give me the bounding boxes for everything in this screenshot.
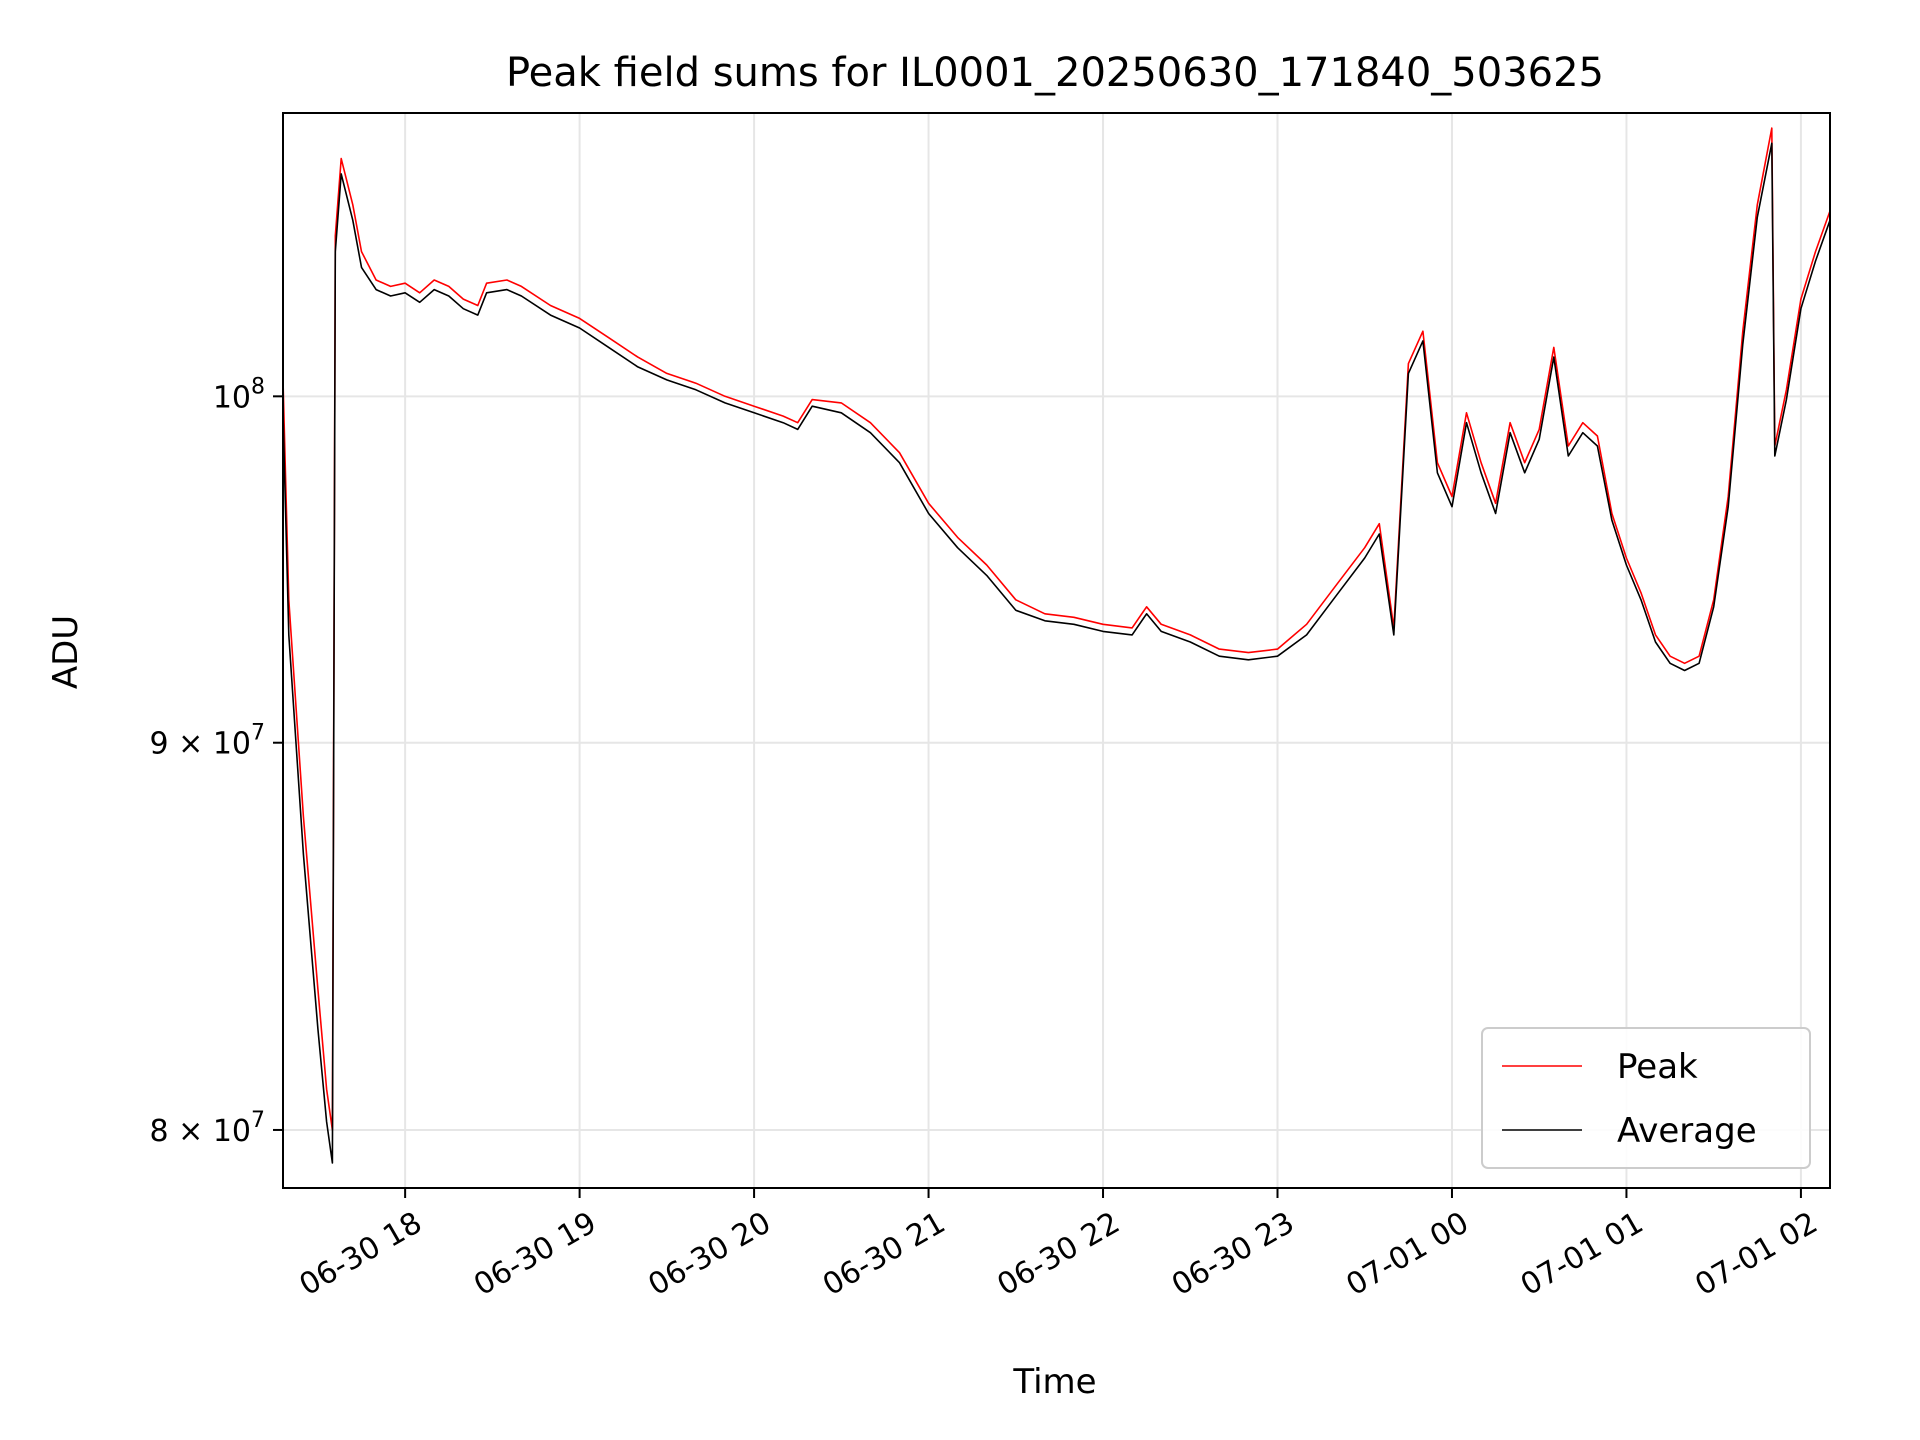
y-tick-base: 10	[213, 380, 251, 415]
series-line-peak	[282, 127, 1831, 1131]
legend-label-peak: Peak	[1617, 1047, 1698, 1087]
y-axis-label: ADU	[46, 615, 86, 689]
series-line-average	[282, 142, 1831, 1164]
y-tick-label: 108	[213, 374, 265, 415]
y-tick-exponent: 7	[251, 721, 265, 746]
y-tick-times: × 10	[169, 1114, 251, 1149]
y-tick-label: 9 × 107	[150, 721, 265, 762]
legend-label-average: Average	[1617, 1111, 1757, 1151]
legend: Peak Average	[1481, 1027, 1811, 1169]
y-tick-mantissa: 8	[150, 1114, 169, 1149]
plot-frame	[282, 112, 1831, 1189]
series-layer	[282, 127, 1831, 1164]
y-tick-mantissa: 9	[150, 727, 169, 762]
y-tick-exponent: 7	[251, 1108, 265, 1133]
legend-box	[1481, 1027, 1811, 1169]
y-tick-label: 8 × 107	[150, 1108, 265, 1149]
x-axis-label: Time	[1012, 1362, 1096, 1402]
y-tick-exponent: 8	[251, 374, 265, 399]
y-tick-times: × 10	[169, 727, 251, 762]
chart-title: Peak field sums for IL0001_20250630_1718…	[506, 50, 1604, 96]
